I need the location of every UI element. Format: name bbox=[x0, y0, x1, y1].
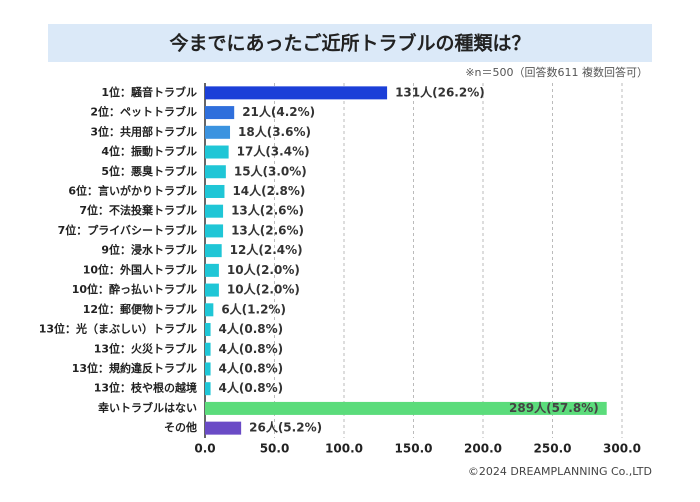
x-tick-label: 250.0 bbox=[534, 442, 572, 456]
x-tick-label: 0.0 bbox=[194, 442, 215, 456]
bar bbox=[205, 421, 242, 435]
value-label: 13人(2.6%) bbox=[231, 203, 304, 218]
credit: ©2024 DREAMPLANNING Co.,LTD bbox=[468, 465, 652, 478]
bar bbox=[205, 145, 229, 159]
value-label: 4人(0.8%) bbox=[219, 321, 284, 336]
value-label: 12人(2.4%) bbox=[230, 242, 303, 257]
y-tick-label: 7位：不法投棄トラブル bbox=[79, 203, 197, 217]
y-tick-label: 幸いトラブルはない bbox=[98, 400, 197, 414]
x-tick-label: 150.0 bbox=[395, 442, 433, 456]
note: ※n＝500（回答数611 複数回答可） bbox=[465, 65, 648, 79]
x-tick-label: 300.0 bbox=[603, 442, 641, 456]
value-label: 14人(2.8%) bbox=[232, 183, 305, 198]
bar bbox=[205, 106, 235, 120]
value-label: 6人(1.2%) bbox=[221, 301, 286, 316]
value-label: 4人(0.8%) bbox=[219, 380, 284, 395]
x-tick-label: 100.0 bbox=[325, 442, 363, 456]
value-label: 18人(3.6%) bbox=[238, 124, 311, 139]
bar bbox=[205, 362, 211, 376]
x-tick-label: 50.0 bbox=[260, 442, 290, 456]
value-label: 13人(2.6%) bbox=[231, 222, 304, 237]
bar bbox=[205, 342, 211, 356]
y-tick-label: 1位：騒音トラブル bbox=[101, 85, 197, 99]
value-label: 4人(0.8%) bbox=[219, 360, 284, 375]
title-banner bbox=[48, 24, 652, 62]
y-tick-label: 10位：酔っ払いトラブル bbox=[72, 282, 197, 296]
bar bbox=[205, 244, 222, 258]
y-tick-label: 13位：規約違反トラブル bbox=[72, 361, 197, 375]
chart-title: 今までにあったご近所トラブルの種類は？ bbox=[168, 32, 530, 55]
bar bbox=[205, 86, 388, 100]
y-tick-label: 4位：振動トラブル bbox=[101, 144, 197, 158]
y-tick-label: 6位：言いがかりトラブル bbox=[68, 183, 197, 197]
value-label: 15人(3.0%) bbox=[234, 163, 307, 178]
y-tick-label: 5位：悪臭トラブル bbox=[101, 164, 197, 178]
value-label: 17人(3.4%) bbox=[237, 144, 310, 159]
bar bbox=[205, 323, 211, 337]
bar bbox=[205, 303, 214, 317]
bar bbox=[205, 401, 607, 415]
value-label: 10人(2.0%) bbox=[227, 262, 300, 277]
x-tick-label: 200.0 bbox=[464, 442, 502, 456]
y-tick-label: 10位：外国人トラブル bbox=[83, 262, 197, 276]
value-label: 21人(4.2%) bbox=[242, 104, 315, 119]
y-tick-label: 13位：火災トラブル bbox=[94, 341, 197, 355]
value-label: 289人(57.8%) bbox=[509, 400, 599, 415]
y-tick-label: 9位：浸水トラブル bbox=[101, 243, 197, 257]
value-label: 131人(26.2%) bbox=[395, 84, 485, 99]
value-label: 10人(2.0%) bbox=[227, 282, 300, 297]
y-tick-label: 13位：光（まぶしい）トラブル bbox=[39, 322, 197, 336]
bar bbox=[205, 382, 211, 396]
value-label: 4人(0.8%) bbox=[219, 341, 284, 356]
bar bbox=[205, 204, 224, 218]
bar bbox=[205, 165, 226, 179]
y-tick-label: 7位：プライバシートラブル bbox=[58, 223, 197, 237]
bar bbox=[205, 184, 225, 198]
bar bbox=[205, 283, 219, 297]
y-tick-label: 13位：枝や根の越境 bbox=[94, 381, 197, 395]
y-tick-label: 2位：ペットトラブル bbox=[90, 105, 197, 119]
value-label: 26人(5.2%) bbox=[249, 420, 322, 435]
bar bbox=[205, 263, 219, 277]
y-tick-label: 3位：共用部トラブル bbox=[90, 124, 197, 138]
bar bbox=[205, 125, 231, 139]
y-tick-label: 12位：郵便物トラブル bbox=[83, 302, 197, 316]
bar bbox=[205, 224, 224, 238]
y-tick-label: その他 bbox=[164, 420, 197, 434]
